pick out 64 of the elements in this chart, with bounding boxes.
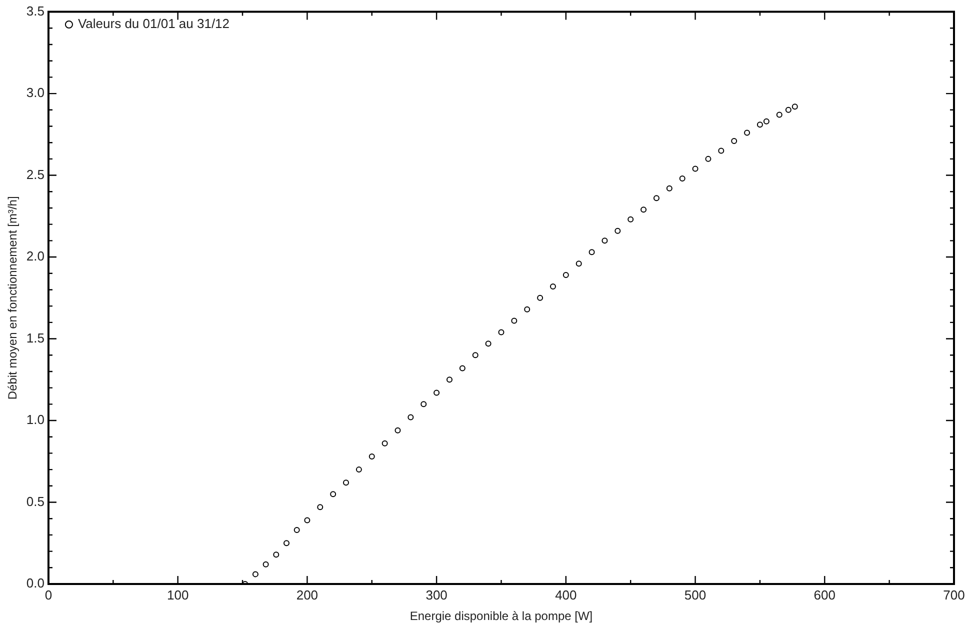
point xyxy=(588,249,595,256)
point xyxy=(485,340,492,347)
x-tick-label: 0 xyxy=(44,587,52,602)
point xyxy=(408,414,414,420)
point xyxy=(420,401,427,408)
x-tick-label: 100 xyxy=(166,587,189,602)
point xyxy=(785,106,792,113)
point xyxy=(446,376,452,383)
point xyxy=(262,561,269,568)
y-tick-label: 0.0 xyxy=(26,576,44,591)
point xyxy=(614,228,621,234)
point xyxy=(718,148,724,154)
point xyxy=(666,185,672,192)
point xyxy=(472,352,478,358)
y-tick-label: 1.5 xyxy=(26,330,44,346)
y-tick-label: 0.5 xyxy=(26,494,44,509)
point xyxy=(394,427,401,434)
point xyxy=(343,480,350,486)
point xyxy=(524,306,530,312)
point xyxy=(692,166,698,172)
point xyxy=(640,206,647,213)
point xyxy=(294,527,300,534)
point xyxy=(434,390,440,396)
point xyxy=(776,112,782,118)
point xyxy=(705,156,712,162)
point xyxy=(576,260,582,267)
point xyxy=(356,466,362,473)
x-tick-label: 400 xyxy=(555,587,577,602)
point xyxy=(498,329,504,336)
point xyxy=(550,283,556,290)
point xyxy=(317,504,324,510)
point xyxy=(602,238,608,244)
x-axis-title: Energie disponible à la pompe [W] xyxy=(410,609,593,624)
y-tick-label: 1.0 xyxy=(26,412,44,428)
point xyxy=(628,216,634,222)
y-tick-label: 3.5 xyxy=(26,3,44,18)
x-tick-label: 600 xyxy=(814,587,836,602)
point xyxy=(368,453,375,460)
point xyxy=(382,440,388,446)
point xyxy=(304,517,310,524)
point xyxy=(763,118,770,124)
x-tick-label: 500 xyxy=(684,587,706,602)
point xyxy=(653,195,660,202)
y-tick-label: 3.0 xyxy=(26,85,44,100)
y-axis-title: Débit moyen en fonctionnement [m³/h] xyxy=(6,196,20,400)
legend-label: Valeurs du 01/01 au 31/12 xyxy=(78,16,230,32)
point xyxy=(511,318,518,324)
point xyxy=(744,130,750,136)
x-tick-label: 300 xyxy=(426,587,448,602)
point xyxy=(273,552,280,558)
point xyxy=(537,294,544,301)
point xyxy=(330,491,336,498)
x-tick-label: 700 xyxy=(943,587,965,602)
x-tick-label: 200 xyxy=(296,587,318,602)
y-tick-label: 2.5 xyxy=(26,166,44,182)
point xyxy=(283,540,290,546)
point xyxy=(562,272,569,278)
point xyxy=(252,571,258,578)
point xyxy=(731,138,738,144)
point xyxy=(459,365,466,372)
point xyxy=(679,176,686,182)
point xyxy=(792,104,798,110)
point xyxy=(756,122,763,128)
y-tick-label: 2.0 xyxy=(26,248,44,264)
